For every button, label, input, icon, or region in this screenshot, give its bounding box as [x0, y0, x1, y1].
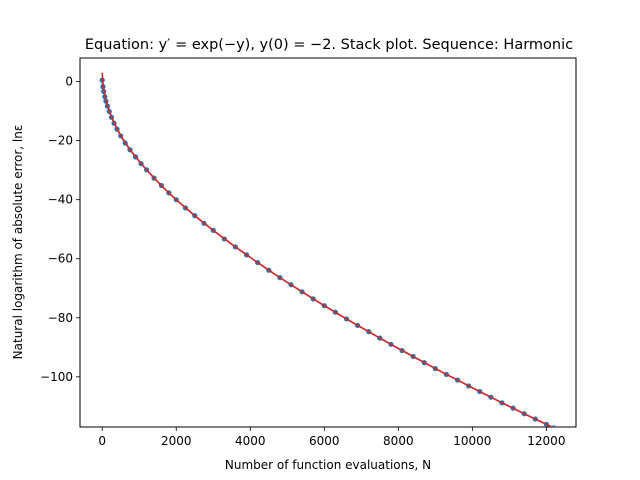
x-tick-label: 2000 [161, 434, 192, 448]
x-tick-label: 6000 [309, 434, 340, 448]
plot-area: 0 2000 4000 6000 8000 10000 12000 0 −20 −40 −60 −8… [40, 57, 577, 448]
y-tick-label: −60 [48, 252, 73, 266]
series-1-line [101, 72, 554, 427]
x-tick-label: 8000 [383, 434, 414, 448]
y-tick-label: −80 [48, 311, 73, 325]
x-axis-ticks: 0 2000 4000 6000 8000 10000 12000 [98, 427, 565, 448]
x-tick-label: 4000 [235, 434, 266, 448]
y-axis-label: Natural logarithm of absolute error, lnε [11, 125, 25, 360]
x-axis-label: Number of function evaluations, N [225, 458, 431, 472]
y-tick-label: −100 [40, 370, 73, 384]
x-tick-label: 0 [98, 434, 106, 448]
x-tick-label: 12000 [527, 434, 565, 448]
series-layer [99, 72, 557, 427]
series-clip-group [99, 72, 557, 427]
y-axis-ticks: 0 −20 −40 −60 −80 −100 [40, 75, 80, 384]
y-tick-label: −20 [48, 134, 73, 148]
chart-title: Equation: y′ = exp(−y), y(0) = −2. Stack… [85, 37, 573, 53]
plot-frame [79, 57, 577, 428]
y-tick-label: 0 [65, 75, 73, 89]
y-tick-label: −40 [48, 193, 73, 207]
x-tick-label: 10000 [453, 434, 491, 448]
